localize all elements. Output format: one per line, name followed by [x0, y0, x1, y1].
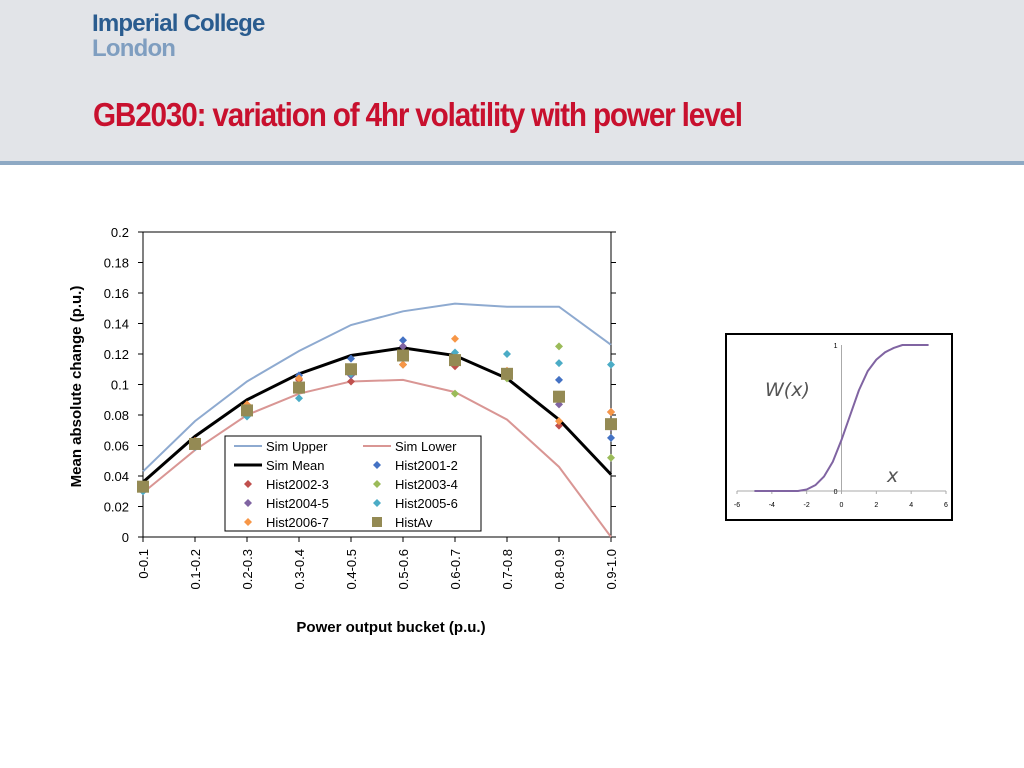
point-histav: [137, 480, 149, 493]
inset-y-tick-label: 1: [834, 343, 838, 350]
point-hist2001-2: [399, 336, 407, 345]
x-axis-title: Power output bucket (p.u.): [296, 619, 485, 636]
point-histav: [241, 404, 253, 417]
slide-title: GB2030: variation of 4hr volatility with…: [93, 96, 743, 133]
slide-header: Imperial College London GB2030: variatio…: [0, 0, 1024, 161]
point-hist2001-2: [347, 354, 355, 363]
legend-label-sim-upper: Sim Upper: [266, 439, 328, 454]
point-hist2003-4: [607, 453, 615, 462]
inset-x-tick-label: -2: [804, 502, 810, 509]
x-tick-label: 0.9-1.0: [604, 549, 619, 589]
inset-x-tick-label: 0: [840, 502, 844, 509]
y-tick-label: 0.16: [104, 286, 129, 301]
legend-label-sim-mean: Sim Mean: [266, 458, 325, 473]
y-tick-label: 0.04: [104, 469, 129, 484]
inset-function-label: W(x): [765, 379, 810, 401]
series-line-sim-upper: [142, 302, 612, 473]
point-hist2002-3: [347, 377, 355, 386]
volatility-chart: 0 0.02 0.04 0.06 0.08 0.1 0.12 0.14 0.16 0.18 0.2 0…: [68, 225, 619, 636]
y-tick-label: 0.08: [104, 408, 129, 423]
sigmoid-chart: -6 -4 -2 0 2 4 6 0 1: [734, 343, 948, 509]
legend-label-hist2002-3: Hist2002-3: [266, 477, 329, 492]
legend-label-histav: HistAv: [395, 515, 433, 530]
x-tick-label: 0.6-0.7: [448, 549, 463, 589]
y-tick-label: 0.12: [104, 347, 129, 362]
y-tick-label: 0: [122, 530, 129, 545]
legend-label-hist2006-7: Hist2006-7: [266, 515, 329, 530]
chart-legend: Sim Upper Sim Lower Sim Mean Hist2001-2 Hist…: [224, 435, 482, 532]
x-tick-label: 0.8-0.9: [552, 549, 567, 589]
point-histav: [605, 418, 617, 431]
legend-label-hist2001-2: Hist2001-2: [395, 458, 458, 473]
legend-swatch-hist2006-7: [244, 518, 252, 526]
legend-label-hist2003-4: Hist2003-4: [395, 477, 458, 492]
inset-x-tick-label: -4: [769, 502, 775, 509]
inset-x-tick-label: 4: [909, 502, 913, 509]
x-tick-label: 0.7-0.8: [500, 549, 515, 589]
y-tick-label: 0.02: [104, 500, 129, 515]
point-hist2006-7: [399, 360, 407, 369]
series-line-sim-mean: [142, 346, 613, 484]
point-histav: [345, 363, 357, 376]
x-tick-label: 0-0.1: [136, 549, 151, 579]
point-hist2005-6: [503, 350, 511, 358]
legend-swatch-hist2001-2: [373, 461, 381, 469]
point-histav: [553, 390, 565, 403]
y-tick-label: 0.14: [104, 317, 129, 332]
point-hist2006-7: [555, 417, 563, 426]
point-hist2006-7: [295, 374, 303, 383]
point-histav: [293, 381, 305, 394]
legend-swatch-hist2002-3: [244, 480, 252, 488]
legend-swatch-histav: [372, 517, 382, 527]
point-histav: [501, 367, 513, 380]
point-hist2001-2: [555, 375, 563, 384]
inset-y-tick-label: 0: [834, 489, 838, 496]
x-tick-label: 0.4-0.5: [344, 549, 359, 589]
legend-label-hist2005-6: Hist2005-6: [395, 496, 458, 511]
point-hist2001-2: [607, 433, 615, 442]
y-tick-label: 0.2: [111, 225, 129, 240]
point-hist2006-7: [451, 334, 459, 343]
point-hist2002-3: [555, 421, 563, 430]
y-tick-label: 0.06: [104, 439, 129, 454]
legend-swatch-hist2003-4: [373, 480, 381, 488]
series-line-sim-lower: [142, 378, 612, 538]
point-histav: [397, 349, 409, 362]
x-tick-label: 0.3-0.4: [292, 549, 307, 589]
point-hist2004-5: [399, 342, 407, 351]
legend-swatch-hist2005-6: [373, 499, 381, 507]
legend-box: [224, 435, 482, 532]
point-hist2003-4: [451, 389, 459, 398]
inset-x-label: x: [887, 465, 899, 487]
y-axis-title: Mean absolute change (p.u.): [68, 286, 85, 488]
sigmoid-inset: -6 -4 -2 0 2 4 6 0 1 W(x) x: [725, 333, 953, 521]
legend-label-hist2004-5: Hist2004-5: [266, 496, 329, 511]
inset-x-tick-label: -6: [734, 502, 740, 509]
inset-x-tick-label: 2: [874, 502, 878, 509]
y-tick-label: 0.18: [104, 256, 129, 271]
point-hist2003-4: [555, 342, 563, 351]
point-hist2005-6: [555, 359, 563, 368]
legend-swatch-hist2004-5: [244, 499, 252, 507]
point-histav: [189, 437, 201, 450]
y-tick-label: 0.1: [111, 378, 129, 393]
imperial-college-logo: Imperial College London: [92, 11, 265, 61]
logo-line-1: Imperial College: [92, 10, 265, 37]
point-histav: [449, 354, 461, 367]
point-hist2005-6: [607, 360, 615, 369]
point-hist2006-7: [607, 407, 615, 416]
point-hist2005-6: [295, 394, 303, 403]
x-tick-label: 0.1-0.2: [188, 549, 203, 589]
x-tick-label: 0.2-0.3: [240, 549, 255, 589]
header-divider: [0, 161, 1024, 165]
inset-sigmoid-curve: [754, 344, 929, 492]
x-tick-label: 0.5-0.6: [396, 549, 411, 589]
logo-line-2: London: [92, 35, 176, 62]
inset-x-tick-label: 6: [944, 502, 948, 509]
legend-label-sim-lower: Sim Lower: [395, 439, 457, 454]
